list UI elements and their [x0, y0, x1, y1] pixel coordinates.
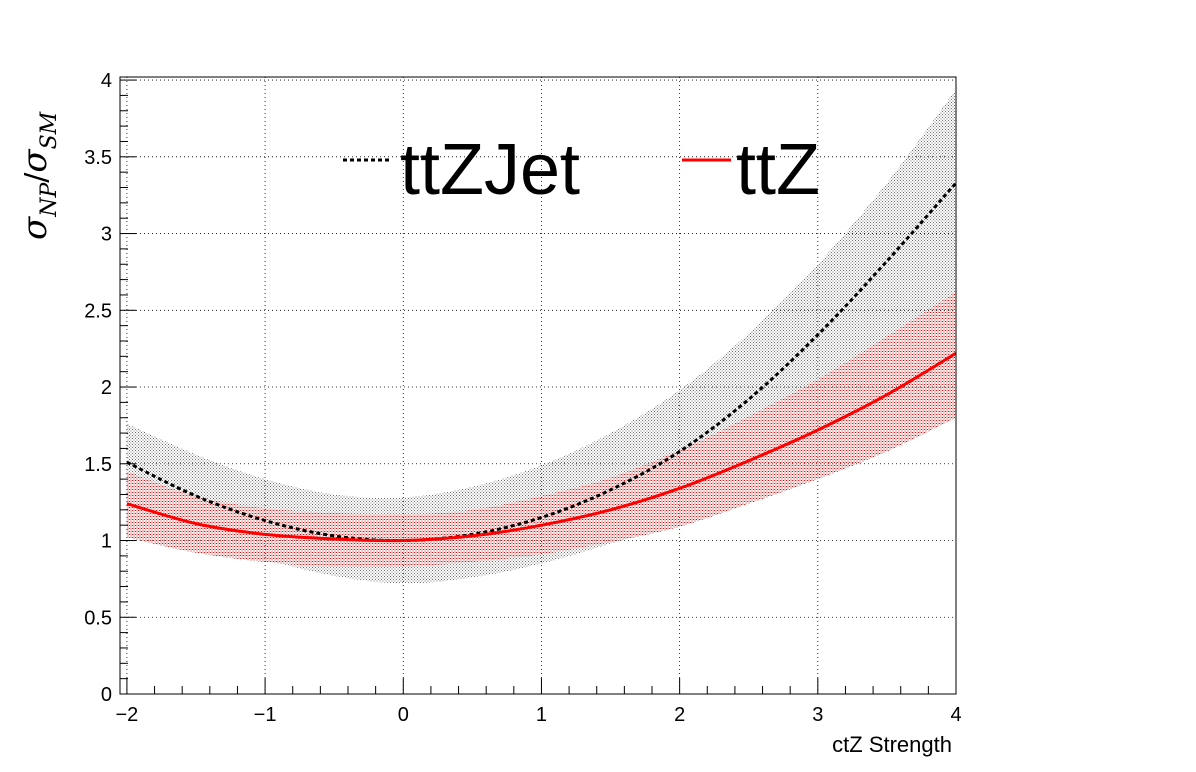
y-tick-label-2: 1	[101, 531, 112, 553]
legend-label-ttzjet: ttZJet	[400, 130, 580, 210]
x-tick-label-1: −1	[254, 704, 277, 726]
x-tick-label-3: 1	[536, 704, 547, 726]
svg-text:σNP/σSM: σNP/σSM	[15, 111, 62, 240]
y-tick-label-8: 4	[101, 70, 112, 92]
axis-ticks	[120, 79, 957, 695]
y-tick-label-7: 3.5	[84, 147, 112, 169]
y-tick-label-1: 0.5	[84, 607, 112, 629]
y-title-sigma-sm: σ	[15, 149, 55, 173]
y-axis-title: σNP/σSM	[15, 111, 62, 240]
y-tick-label-0: 0	[101, 684, 112, 706]
series-line-ttzjet	[126, 181, 958, 543]
y-tick-label-3: 1.5	[84, 454, 112, 476]
series-lines	[126, 181, 958, 543]
y-tick-label-6: 3	[101, 224, 112, 246]
y-tick-label-5: 2.5	[84, 300, 112, 322]
tick-labels: −2 −1 0 1 2 3 4 0 0.5 1 1.5 2 2.5 3 3.5 4	[84, 70, 961, 726]
legend-label-ttz: ttZ	[736, 130, 820, 210]
series-line-ttz	[126, 351, 957, 543]
x-axis-title: ctZ Strength	[832, 732, 952, 757]
y-title-sub-sm: SM	[37, 111, 62, 149]
x-tick-label-4: 2	[674, 704, 685, 726]
x-tick-label-6: 4	[950, 704, 961, 726]
y-tick-label-4: 2	[101, 377, 112, 399]
band-ttz	[126, 291, 957, 568]
x-tick-label-2: 0	[398, 704, 409, 726]
legend: ttZJet ttZ	[343, 130, 820, 210]
plot-frame	[119, 76, 957, 695]
y-title-sigma-np: σ	[15, 216, 55, 240]
x-tick-label-0: −2	[116, 704, 139, 726]
x-tick-label-5: 3	[812, 704, 823, 726]
y-title-slash: /	[19, 172, 54, 183]
y-title-sub-np: NP	[37, 182, 62, 218]
